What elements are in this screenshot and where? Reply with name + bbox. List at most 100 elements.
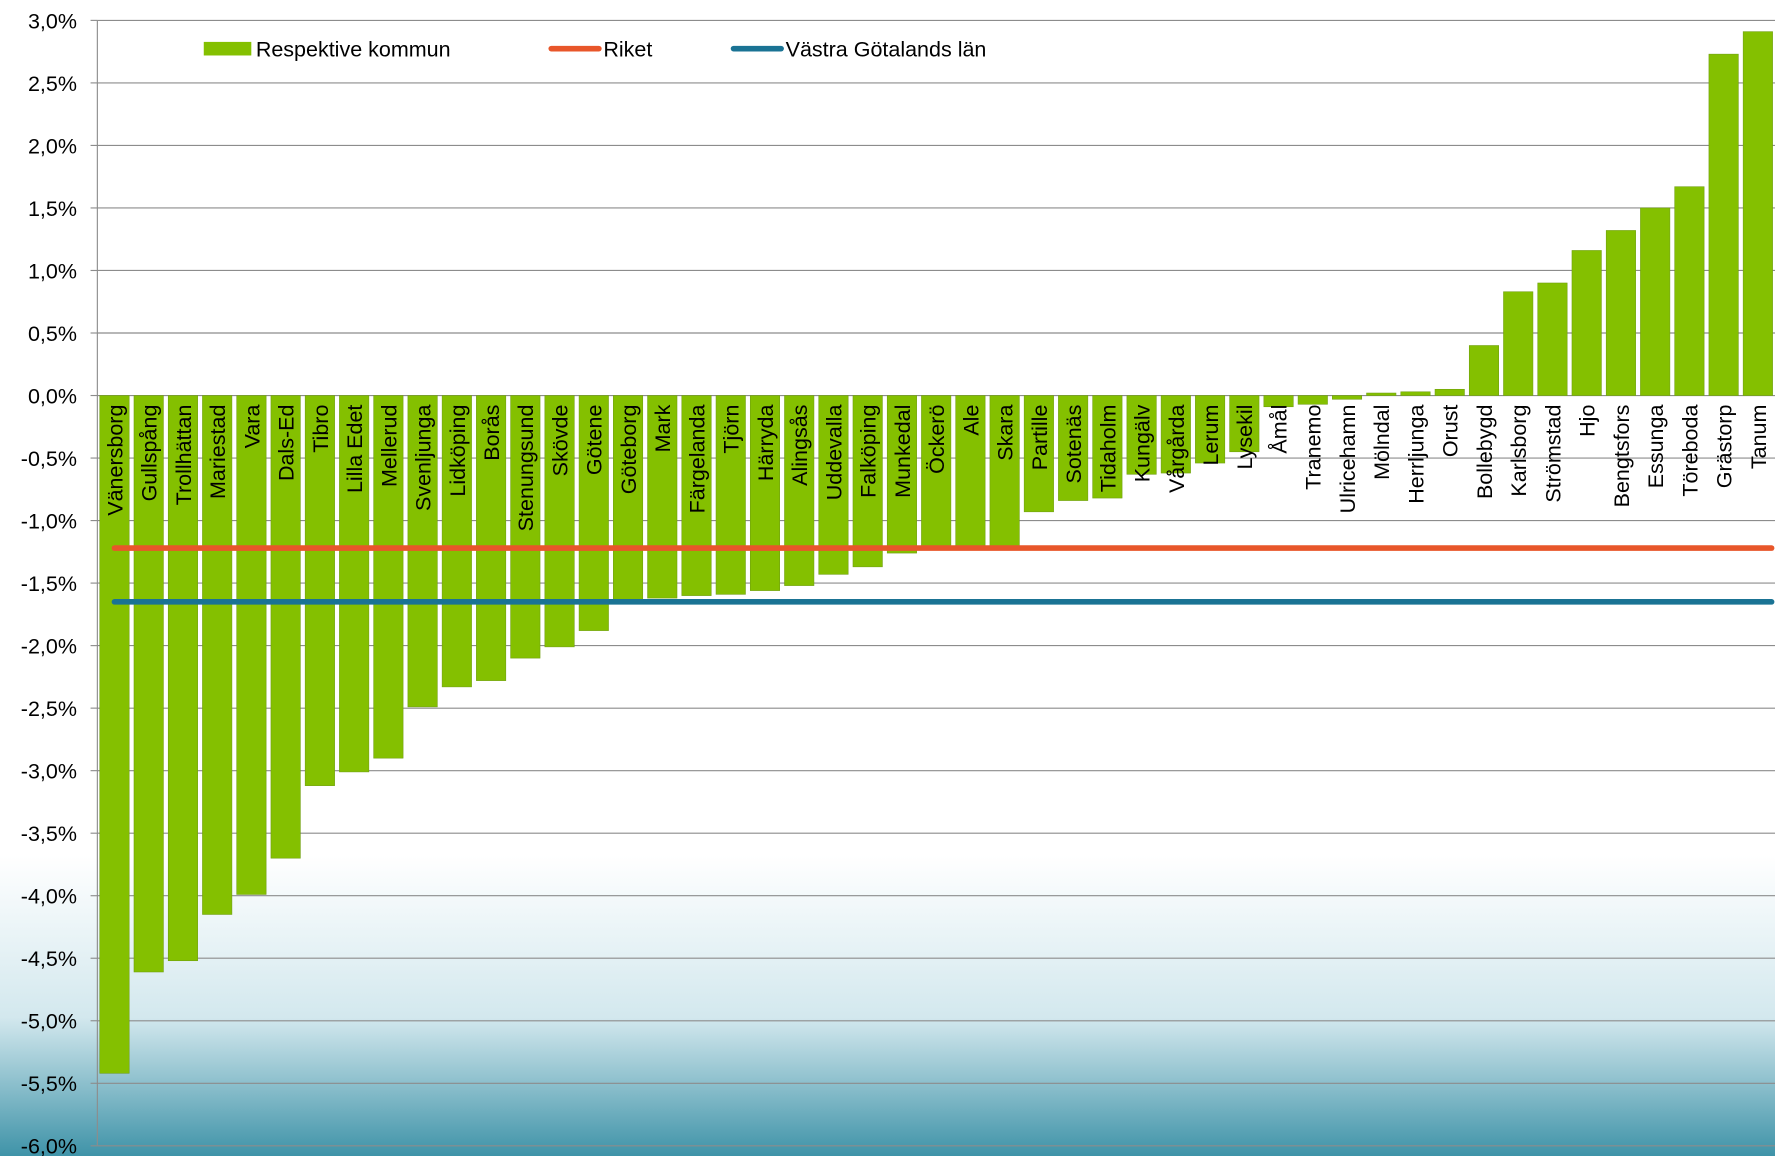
x-tick-label: Borås: [480, 405, 504, 461]
bar: [373, 395, 404, 759]
bar: [1742, 31, 1773, 396]
x-tick-label: Trollhättan: [172, 405, 196, 506]
x-tick-label: Munkedal: [891, 405, 915, 498]
x-tick-label: Kungälv: [1131, 404, 1155, 482]
y-tick-label: -4,5%: [21, 947, 77, 971]
y-tick-label: 1,0%: [28, 259, 77, 283]
bar: [544, 395, 575, 648]
bar: [304, 395, 335, 786]
y-tick-label: -3,5%: [21, 822, 77, 846]
y-tick-label: -1,0%: [21, 509, 77, 533]
x-tick-label: Dals-Ed: [275, 405, 299, 481]
y-tick-label: -5,5%: [21, 1072, 77, 1096]
bar: [510, 395, 541, 659]
bar: [955, 395, 986, 548]
y-tick-label: -6,0%: [21, 1135, 77, 1156]
bar: [1023, 395, 1054, 513]
bar: [921, 395, 952, 550]
bar: [818, 395, 849, 575]
x-tick-label: Essunga: [1644, 405, 1668, 489]
y-tick-label: 0,0%: [28, 384, 77, 408]
bar: [1126, 395, 1157, 475]
y-tick-label: 2,0%: [28, 134, 77, 158]
x-tick-label: Falköping: [857, 405, 881, 498]
x-tick-label: Lilla Edet: [343, 405, 367, 493]
bar: [613, 395, 644, 600]
x-tick-label: Stenungsund: [514, 405, 538, 532]
x-tick-label: Mark: [651, 404, 675, 452]
bar: [1332, 395, 1363, 400]
x-tick-label: Åmål: [1267, 405, 1291, 454]
bar: [715, 395, 746, 595]
x-tick-label: Hjo: [1576, 405, 1600, 437]
x-tick-label: Gullspång: [138, 405, 162, 502]
y-tick-label: -4,0%: [21, 885, 77, 909]
x-tick-label: Vara: [240, 405, 264, 449]
x-tick-label: Ulricehamn: [1336, 405, 1360, 514]
x-tick-label: Vårgårda: [1165, 405, 1189, 493]
bar: [1297, 395, 1328, 405]
y-tick-label: -1,5%: [21, 572, 77, 596]
x-tick-label: Karlsborg: [1507, 405, 1531, 497]
bar: [1503, 291, 1534, 396]
bar: [407, 395, 438, 708]
bar: [1229, 395, 1260, 453]
bar: [578, 395, 609, 631]
y-tick-label: -2,5%: [21, 697, 77, 721]
bar: [1605, 230, 1636, 396]
bar: [1468, 345, 1499, 396]
y-tick-label: -3,0%: [21, 760, 77, 784]
x-tick-label: Göteborg: [617, 405, 641, 495]
bar: [270, 395, 301, 859]
bar: [202, 395, 233, 915]
x-tick-label: Bengtsfors: [1610, 405, 1634, 508]
y-tick-label: -2,0%: [21, 635, 77, 659]
x-tick-label: Partille: [1028, 405, 1052, 471]
bar: [886, 395, 917, 554]
x-tick-label: Vänersborg: [103, 405, 127, 516]
x-tick-label: Sotenäs: [1062, 405, 1086, 484]
bar: [339, 395, 370, 773]
x-tick-label: Lidköping: [446, 405, 470, 497]
x-tick-label: Strömstad: [1541, 405, 1565, 503]
legend-label: Riket: [603, 38, 652, 62]
bar: [1366, 392, 1397, 396]
x-tick-label: Tidaholm: [1096, 405, 1120, 493]
x-tick-label: Orust: [1439, 405, 1463, 458]
bar: [749, 395, 780, 591]
bar: [441, 395, 472, 688]
x-tick-label: Grästorp: [1713, 405, 1737, 489]
x-tick-label: Bollebygd: [1473, 405, 1497, 499]
x-tick-label: Skara: [994, 405, 1018, 461]
y-tick-label: 3,0%: [28, 9, 77, 33]
x-tick-label: Götene: [583, 405, 607, 476]
x-tick-label: Tibro: [309, 405, 333, 453]
x-tick-label: Härryda: [754, 405, 778, 482]
x-tick-label: Mellerud: [377, 405, 401, 487]
x-tick-label: Ale: [959, 405, 983, 436]
bar: [236, 395, 267, 895]
x-tick-label: Töreboda: [1678, 405, 1702, 497]
x-tick-label: Tjörn: [720, 405, 744, 454]
x-tick-label: Mariestad: [206, 405, 230, 499]
x-tick-label: Tanum: [1747, 405, 1771, 470]
x-tick-label: Öckerö: [925, 405, 949, 474]
x-tick-label: Tranemo: [1302, 405, 1326, 490]
bar: [1058, 395, 1089, 501]
legend-label: Respektive kommun: [256, 38, 451, 62]
x-tick-label: Skövde: [548, 405, 572, 477]
y-tick-label: -0,5%: [21, 447, 77, 471]
bar: [1434, 388, 1465, 396]
x-tick-label: Uddevalla: [822, 405, 846, 501]
bar: [1263, 395, 1294, 408]
bar: [647, 395, 678, 599]
x-tick-label: Mölndal: [1370, 405, 1394, 480]
x-tick-label: Färgelanda: [685, 405, 709, 514]
bar: [681, 395, 712, 596]
legend-label: Västra Götalands län: [786, 38, 987, 62]
legend-swatch: [203, 41, 252, 56]
x-tick-label: Alingsås: [788, 405, 812, 486]
x-tick-label: Svenljunga: [412, 405, 436, 511]
bar: [1571, 250, 1602, 396]
